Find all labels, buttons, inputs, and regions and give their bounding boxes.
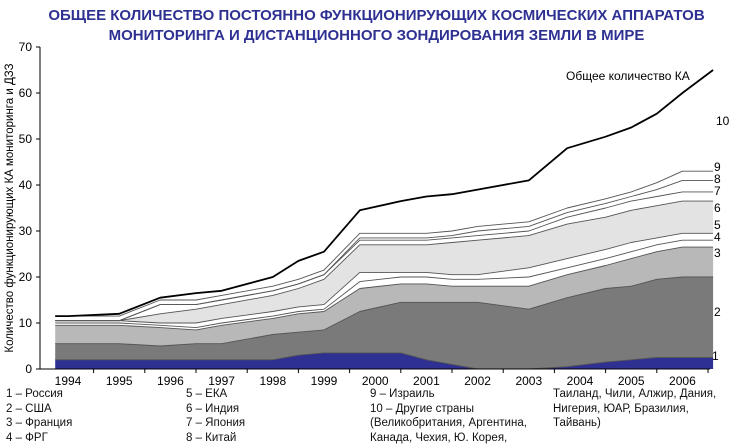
legend-column-4: Таиланд, Чили, Алжир, Дания, Нигерия, ЮА… <box>553 387 716 431</box>
series-number-label-3: 3 <box>714 246 721 260</box>
area-series-3 <box>55 247 714 346</box>
legend-column-1: 1 – Россия 2 – США 3 – Франция 4 – ФРГ <box>6 387 72 445</box>
area-series-1 <box>55 352 714 369</box>
series-top-line-6 <box>55 200 714 322</box>
series-top-line-9 <box>55 170 714 317</box>
legend-item: 7 – Япония <box>186 417 246 429</box>
x-tick-label: 1997 <box>208 374 235 388</box>
y-tick-label: 50 <box>19 132 33 146</box>
legend-item: 5 – ЕКА <box>186 388 228 400</box>
x-tick-label: 2002 <box>464 374 491 388</box>
chart-title: ОБЩЕЕ КОЛИЧЕСТВО ПОСТОЯННО ФУНКЦИОНИРУЮЩ… <box>20 6 733 46</box>
legend-item: 8 – Китай <box>186 431 237 444</box>
legend-item: 10 – Другие страны <box>370 402 475 415</box>
series-top-line-5 <box>55 232 714 324</box>
series-number-label-6: 6 <box>714 201 721 215</box>
total-line <box>55 69 714 318</box>
series-number-label-2: 2 <box>714 305 721 319</box>
series-top-line-2 <box>55 276 714 347</box>
legend-item: Таиланд, Чили, Алжир, Дания, <box>553 388 717 400</box>
area-series-4 <box>55 240 714 330</box>
x-tick-label: 2004 <box>567 374 594 388</box>
x-tick-label: 2003 <box>515 374 542 388</box>
x-tick-label: 1999 <box>311 374 338 388</box>
legend-column-2: 5 – ЕКА 6 – Индия 7 – Япония 8 – Китай <box>186 387 245 445</box>
legend-item: Нигерия, ЮАР, Бразилия, <box>553 402 689 415</box>
chart-title-line-2: МОНИТОРИНГА И ДИСТАНЦИОННОГО ЗОНДИРОВАНИ… <box>108 27 645 44</box>
x-tick-label: 2005 <box>618 374 645 388</box>
series-number-label-5: 5 <box>714 218 721 232</box>
x-tick-label: 2001 <box>413 374 440 388</box>
series-top-line-4 <box>55 239 714 329</box>
legend-item: 3 – Франция <box>6 417 73 429</box>
legend-item: 4 – ФРГ <box>6 431 48 444</box>
x-tick-label: 2006 <box>669 374 696 388</box>
x-tick-label: 1998 <box>259 374 286 388</box>
y-tick-label: 10 <box>19 316 33 330</box>
y-axis-label: Количество функционирующих КА мониторинг… <box>4 63 16 352</box>
y-tick-label: 70 <box>19 40 33 54</box>
x-tick-label: 2000 <box>362 374 389 388</box>
series-number-label-8: 8 <box>714 172 721 186</box>
legend-item: 6 – Индия <box>186 402 240 415</box>
chart-title-line-1: ОБЩЕЕ КОЛИЧЕСТВО ПОСТОЯННО ФУНКЦИОНИРУЮЩ… <box>48 7 705 24</box>
legend-item: (Великобритания, Аргентина, <box>370 417 527 429</box>
legend-item: Канада, Чехия, Ю. Корея, <box>370 431 508 444</box>
series-top-line-8 <box>55 179 714 322</box>
y-tick-label: 60 <box>19 86 33 100</box>
series-number-label-7: 7 <box>714 184 721 198</box>
x-tick-label: 1994 <box>55 374 82 388</box>
legend-column-3: 9 – Израиль 10 – Другие страны (Великобр… <box>370 387 527 445</box>
series-top-line-3 <box>55 246 714 331</box>
x-tick-label: 1995 <box>106 374 133 388</box>
series-number-label-1: 1 <box>712 349 719 363</box>
area-series-8 <box>55 180 714 321</box>
series-top-line-1 <box>55 352 714 370</box>
legend-item: Тайвань) <box>553 417 601 429</box>
area-series-2 <box>55 277 714 369</box>
total-line-label: Общее количество КА <box>566 69 690 83</box>
area-series-10 <box>55 70 714 317</box>
x-tick-label: 1996 <box>157 374 184 388</box>
series-number-label-10: 10 <box>716 114 730 128</box>
axes: 0 10 20 30 40 50 60 70 1994 1995 1996 1997 1998 1999 2… <box>4 40 710 388</box>
series-number-label-9: 9 <box>714 160 721 174</box>
chart-labels: 1 2 3 45 6 789 10 Общее количество КА <box>55 69 730 363</box>
series-number-label-4: 4 <box>714 230 721 244</box>
y-tick-label: 0 <box>25 362 32 376</box>
series-boundary-lines <box>55 170 714 370</box>
legend-item: 2 – США <box>6 402 52 415</box>
legend-item: 9 – Израиль <box>370 388 435 400</box>
y-tick-label: 30 <box>19 224 33 238</box>
y-tick-label: 40 <box>19 178 33 192</box>
area-series-5 <box>55 233 714 328</box>
area-series-6 <box>55 201 714 323</box>
area-layers <box>55 70 714 369</box>
y-tick-label: 20 <box>19 270 33 284</box>
legend-item: 1 – Россия <box>6 388 63 400</box>
